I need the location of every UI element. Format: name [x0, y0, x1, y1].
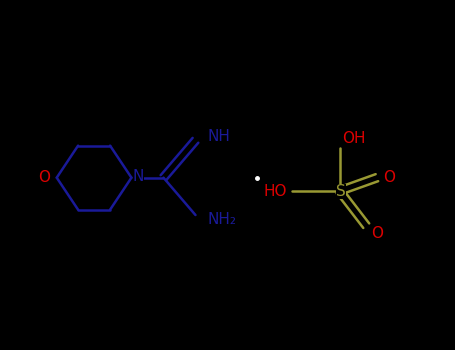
Text: O: O: [38, 170, 51, 185]
Text: NH₂: NH₂: [207, 212, 236, 227]
Text: S: S: [336, 183, 345, 198]
Text: O: O: [383, 170, 395, 185]
Text: NH: NH: [207, 128, 230, 143]
Text: O: O: [372, 226, 384, 241]
Text: HO: HO: [264, 183, 287, 198]
Text: OH: OH: [342, 131, 366, 146]
Text: N: N: [132, 169, 144, 184]
